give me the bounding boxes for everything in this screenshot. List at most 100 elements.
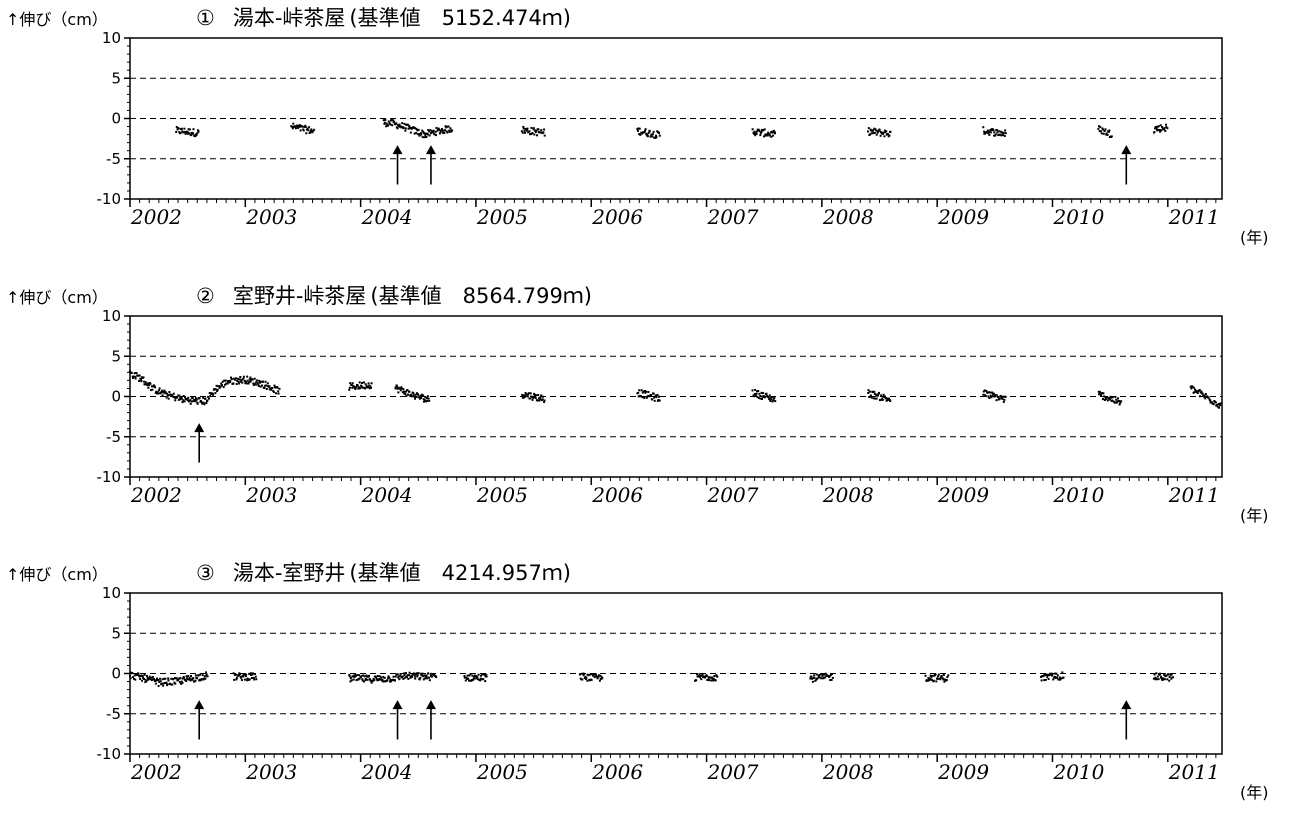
data-point [147, 678, 150, 681]
data-point [754, 388, 757, 391]
data-point [867, 392, 870, 394]
data-point [190, 131, 193, 134]
data-point [235, 377, 238, 380]
data-point [593, 673, 595, 676]
data-point [888, 397, 890, 400]
data-point [174, 399, 177, 402]
data-point [185, 680, 188, 682]
data-points [129, 671, 1175, 687]
data-point [696, 673, 698, 675]
data-point [404, 390, 407, 393]
data-point [442, 129, 445, 132]
x-tick-label: 2003 [245, 760, 297, 784]
data-point [758, 392, 761, 395]
data-point [523, 129, 526, 132]
data-point [874, 397, 877, 400]
data-point [359, 676, 362, 679]
data-point [881, 131, 884, 134]
data-point [1098, 125, 1100, 128]
data-point [291, 127, 294, 130]
data-point [151, 388, 154, 391]
data-point [598, 679, 601, 682]
data-point [581, 678, 584, 681]
data-point [530, 133, 532, 135]
event-arrow-head [1121, 145, 1132, 155]
data-point [871, 391, 874, 394]
data-point [155, 390, 158, 393]
data-point [1163, 678, 1166, 681]
x-tick-label: 2007 [707, 205, 759, 229]
data-point [298, 125, 301, 128]
data-point [420, 397, 423, 399]
data-point [869, 394, 872, 397]
data-point [398, 678, 401, 681]
data-point [172, 392, 175, 395]
data-point [1172, 676, 1175, 679]
data-point [157, 685, 160, 687]
data-point [419, 394, 422, 397]
data-point [304, 124, 307, 127]
data-point [221, 384, 224, 387]
data-point [773, 396, 776, 399]
data-point [255, 380, 258, 383]
data-point [755, 392, 758, 395]
data-point [644, 129, 646, 132]
data-point [1163, 673, 1166, 676]
data-point [366, 678, 369, 681]
data-point [140, 379, 143, 381]
data-point [883, 129, 886, 132]
data-point [582, 674, 585, 677]
data-point [142, 678, 145, 680]
data-point [395, 122, 398, 125]
data-point [380, 676, 382, 679]
data-point [885, 130, 888, 133]
x-axis-unit-label: (年) [1240, 228, 1269, 247]
data-point [190, 400, 193, 403]
data-point [375, 676, 378, 679]
data-point [148, 675, 151, 678]
data-point [368, 387, 371, 390]
data-point [771, 131, 774, 134]
data-point [174, 682, 177, 685]
data-point [133, 674, 136, 677]
data-point [239, 380, 242, 383]
data-point [275, 392, 277, 395]
data-point [810, 675, 813, 678]
data-point [451, 129, 454, 132]
data-point [365, 384, 368, 387]
data-point [414, 127, 417, 130]
data-point [753, 395, 755, 398]
data-point [937, 673, 940, 676]
y-tick-label: 5 [111, 624, 121, 642]
data-point [820, 673, 822, 675]
data-point [1103, 395, 1106, 398]
data-point [939, 676, 942, 679]
data-point [934, 673, 937, 676]
data-point [1218, 402, 1221, 405]
x-tick-label: 2009 [937, 205, 989, 229]
data-point [1160, 129, 1163, 132]
data-point [543, 128, 546, 131]
data-point [375, 677, 378, 680]
data-point [1120, 400, 1123, 403]
data-point [409, 131, 412, 134]
data-point [1166, 678, 1169, 681]
data-point [261, 384, 264, 387]
data-point [250, 674, 252, 676]
data-point [407, 393, 409, 396]
data-point [173, 396, 176, 399]
data-point [157, 679, 160, 682]
data-point [376, 675, 379, 678]
data-point [885, 399, 888, 402]
data-point [295, 124, 298, 127]
data-point [381, 678, 384, 681]
data-point [414, 393, 417, 396]
data-point [187, 396, 190, 399]
data-point [368, 678, 371, 681]
data-point [761, 395, 764, 398]
data-point [939, 678, 942, 681]
data-point [1111, 396, 1114, 399]
y-tick-label: -10 [97, 745, 122, 763]
baseline-name: 湯本-峠茶屋 [232, 6, 346, 30]
data-point [471, 674, 474, 677]
